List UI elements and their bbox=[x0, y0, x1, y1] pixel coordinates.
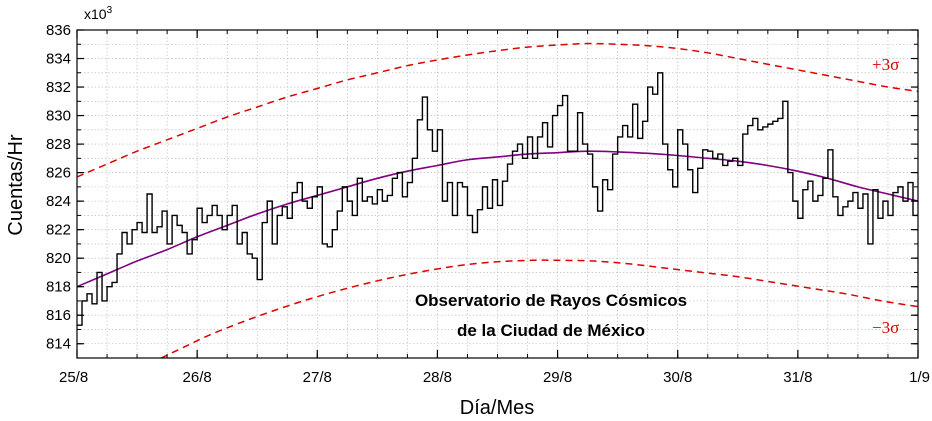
x-tick-label: 26/8 bbox=[183, 369, 212, 386]
fit-curve-layer bbox=[77, 150, 918, 288]
x-tick-label: 31/8 bbox=[783, 369, 812, 386]
y-tick-label: 836 bbox=[46, 22, 71, 39]
x-tick-label: 29/8 bbox=[543, 369, 572, 386]
observatory-label-line2: de la Ciudad de México bbox=[457, 321, 645, 340]
y-multiplier: x103 bbox=[84, 5, 113, 22]
plus-sigma-curve bbox=[77, 42, 918, 178]
y-axis-title: Cuentas/Hr bbox=[5, 134, 27, 235]
y-tick-label: 820 bbox=[46, 250, 71, 267]
y-tick-label: 830 bbox=[46, 108, 71, 125]
x-tick-label: 30/8 bbox=[663, 369, 692, 386]
y-tick-label: 822 bbox=[46, 222, 71, 239]
counts-step-line bbox=[77, 72, 918, 326]
x-tick-label: 27/8 bbox=[303, 369, 332, 386]
minus-sigma-label: −3σ bbox=[872, 318, 899, 337]
x-axis: 25/8 26/8 27/8 28/8 29/8 30/8 31/8 1/9 bbox=[59, 30, 930, 386]
x-tick-label: 25/8 bbox=[59, 369, 88, 386]
x-tick-label: 28/8 bbox=[423, 369, 452, 386]
y-tick-label: 824 bbox=[46, 193, 71, 210]
x-axis-title: Día/Mes bbox=[460, 397, 534, 419]
counts-layer bbox=[77, 72, 918, 326]
plus-sigma-label: +3σ bbox=[872, 55, 899, 74]
observatory-label-line1: Observatorio de Rayos Cósmicos bbox=[415, 291, 687, 310]
y-tick-label: 814 bbox=[46, 336, 71, 353]
y-tick-label: 816 bbox=[46, 307, 71, 324]
minus-sigma-curve bbox=[160, 259, 918, 358]
y-tick-label: 826 bbox=[46, 165, 71, 182]
x-tick-label: 1/9 bbox=[909, 369, 930, 386]
y-tick-label: 832 bbox=[46, 79, 71, 96]
y-tick-label: 818 bbox=[46, 279, 71, 296]
fit-curve bbox=[77, 150, 918, 288]
y-tick-label: 828 bbox=[46, 136, 71, 153]
y-tick-label: 834 bbox=[46, 51, 71, 68]
sigma-bands bbox=[77, 42, 918, 358]
grid bbox=[76, 29, 919, 359]
y-axis: 814 816 818 820 822 824 826 828 830 832 834 836 bbox=[46, 22, 918, 359]
